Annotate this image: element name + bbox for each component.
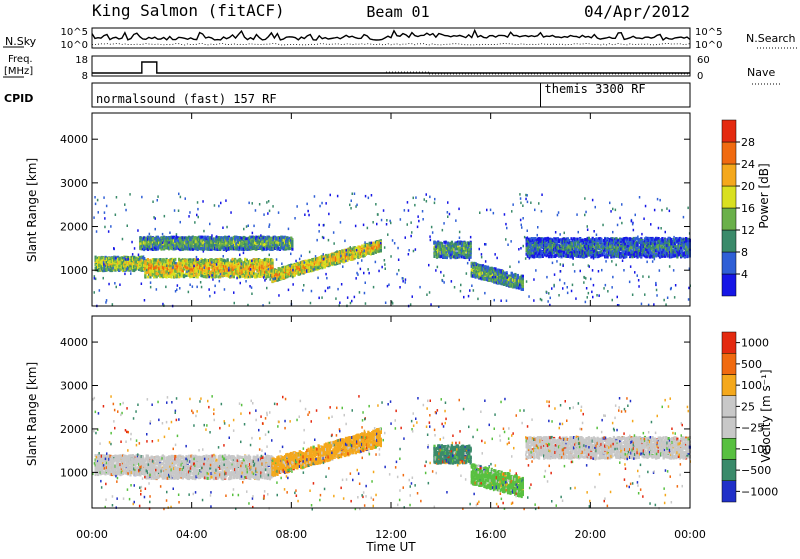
cpid-segment-themis: themis 3300 RF [545,82,646,96]
nsky-tick-bottom: 10^0 [61,40,88,51]
heatmap-cell-3718 [291,248,293,251]
heatmap-cell-4955 [380,249,382,252]
heatmap-cell-1706 [245,263,247,266]
nsky-trace [92,30,690,40]
freq-label: Freq. [8,54,33,65]
heatmap-cell-4674 [355,255,357,258]
station-title: King Salmon (fitACF) [92,1,285,20]
heatmap-cell-3723 [291,240,293,243]
heatmap-cell-1565 [233,275,235,278]
nsearch-tick-top: 10^5 [695,27,722,38]
heatmap-cell-3288 [253,236,255,239]
nsearch-label: N.Search [746,32,796,45]
heatmap-cell-4953 [380,246,382,249]
nsky-label: N.Sky [5,35,37,48]
heatmap-cell-601 [147,258,149,261]
heatmap-cell-896 [174,258,176,261]
freq-tick-top: 18 [75,55,88,66]
freq-trace [92,62,690,73]
heatmap-cell-866 [171,276,173,279]
heatmap-cell-1998 [271,262,273,265]
power-heatmap [93,193,691,308]
nsky-tick-top: 10^5 [61,27,88,38]
cpid-label: CPID [4,92,33,105]
date-title: 04/Apr/2012 [584,2,690,21]
heatmap-cell-1370 [215,275,217,278]
heatmap-cell-1147 [195,273,197,276]
heatmap-cell-699 [156,275,158,278]
beam-title: Beam 01 [366,3,429,21]
nave-tick-bottom: 0 [697,71,703,82]
freq-tick-bottom: 8 [82,71,88,82]
heatmap-cell-573 [144,274,146,277]
nave-label: Nave [747,66,775,79]
heatmap-cell-4743 [361,245,363,248]
cpid-segment-normalsound: normalsound (fast) 157 RF [96,92,277,106]
freq-unit-label: [MHz] [4,66,33,77]
heatmap-cell-3722 [291,244,293,247]
heatmap-cell-1496 [227,258,229,261]
nave-tick-top: 60 [697,55,710,66]
nsearch-tick-bottom: 10^0 [695,40,722,51]
heatmap-cell-1630 [239,275,241,278]
heatmap-cell-1282 [208,267,210,270]
nsearch-trace [92,44,690,46]
